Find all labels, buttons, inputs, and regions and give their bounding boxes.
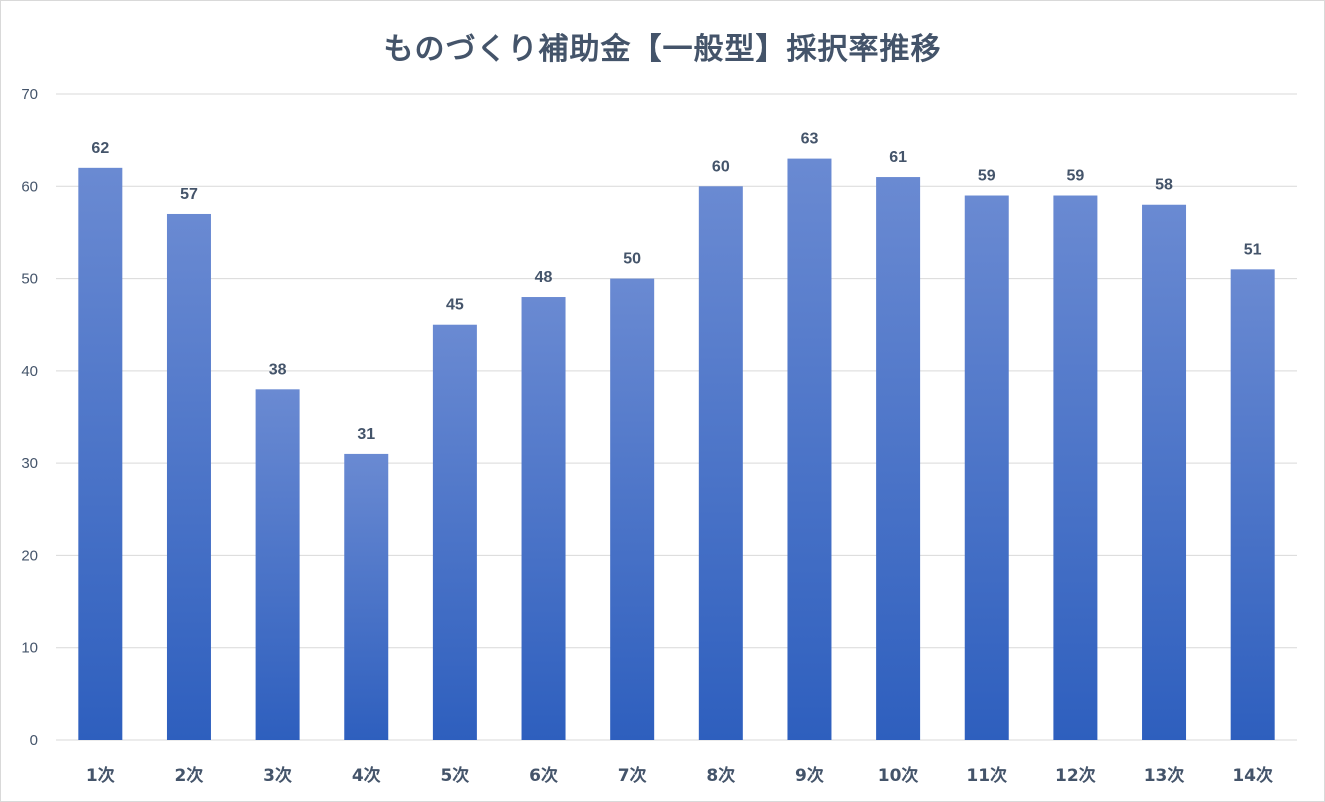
bar	[166, 213, 211, 740]
bar	[964, 195, 1009, 740]
x-tick-label: 10次	[878, 765, 919, 786]
bar	[432, 324, 477, 740]
data-label: 57	[180, 186, 198, 203]
data-label: 38	[269, 361, 287, 378]
bar	[610, 278, 655, 740]
data-label: 58	[1155, 177, 1173, 194]
bar	[78, 167, 123, 741]
x-tick-label: 9次	[795, 765, 824, 786]
data-label: 63	[801, 131, 819, 148]
x-tick-label: 6次	[529, 765, 558, 786]
gridlines	[56, 93, 1297, 741]
x-tick-label: 3次	[263, 765, 292, 786]
bars	[78, 158, 1275, 741]
x-tick-label: 4次	[352, 765, 381, 786]
bar	[1053, 195, 1098, 740]
data-label: 31	[357, 426, 375, 443]
y-tick-label: 30	[21, 455, 38, 472]
y-tick-label: 20	[21, 547, 38, 564]
bar	[521, 297, 566, 740]
bar	[255, 389, 300, 740]
y-tick-label: 40	[21, 363, 38, 380]
y-tick-label: 70	[21, 86, 38, 103]
y-axis-ticks: 0 10 20 30 40 50 60 70	[21, 86, 38, 749]
data-label: 61	[889, 149, 907, 166]
x-tick-label: 5次	[440, 765, 469, 786]
x-axis-ticks: 1次 2次 3次 4次 5次 6次 7次 8次 9次 10次 11次 12次 13次 14次	[86, 765, 1273, 786]
x-tick-label: 14次	[1232, 765, 1273, 786]
y-tick-label: 60	[21, 178, 38, 195]
data-label: 60	[712, 158, 730, 175]
data-label: 50	[623, 251, 641, 268]
bar	[1230, 269, 1275, 740]
y-tick-label: 0	[30, 732, 38, 749]
y-tick-label: 50	[21, 271, 38, 288]
bar	[344, 453, 389, 740]
data-label: 59	[978, 168, 996, 185]
x-tick-label: 12次	[1055, 765, 1096, 786]
x-tick-label: 2次	[175, 765, 204, 786]
data-label: 62	[91, 140, 109, 157]
x-tick-label: 8次	[706, 765, 735, 786]
data-label: 45	[446, 297, 464, 314]
bar	[876, 177, 921, 741]
x-tick-label: 13次	[1144, 765, 1185, 786]
data-label: 59	[1066, 168, 1084, 185]
data-label: 51	[1244, 241, 1262, 258]
y-tick-label: 10	[21, 640, 38, 657]
x-tick-label: 1次	[86, 765, 115, 786]
x-tick-label: 11次	[966, 765, 1007, 786]
chart-title: ものづくり補助金【一般型】採択率推移	[383, 32, 942, 67]
x-tick-label: 7次	[618, 765, 647, 786]
bar	[698, 186, 743, 741]
bar	[1142, 204, 1187, 740]
bar	[787, 158, 832, 741]
data-label: 48	[535, 269, 553, 286]
data-labels: 62 57 38 31 45 48 50 60 63 61 59 59 58 51	[91, 131, 1261, 443]
